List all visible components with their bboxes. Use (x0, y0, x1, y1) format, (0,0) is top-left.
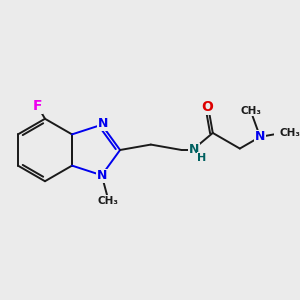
Text: N: N (97, 169, 107, 182)
Text: F: F (33, 99, 42, 113)
Text: H: H (197, 153, 207, 163)
Text: N: N (189, 143, 199, 157)
Text: N: N (98, 117, 108, 130)
Text: CH₃: CH₃ (97, 196, 118, 206)
Text: CH₃: CH₃ (279, 128, 300, 137)
Text: O: O (201, 100, 213, 114)
Text: N: N (255, 130, 265, 143)
Text: CH₃: CH₃ (241, 106, 262, 116)
